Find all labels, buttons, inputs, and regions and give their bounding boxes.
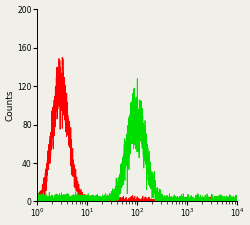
Y-axis label: Counts: Counts xyxy=(6,90,15,121)
